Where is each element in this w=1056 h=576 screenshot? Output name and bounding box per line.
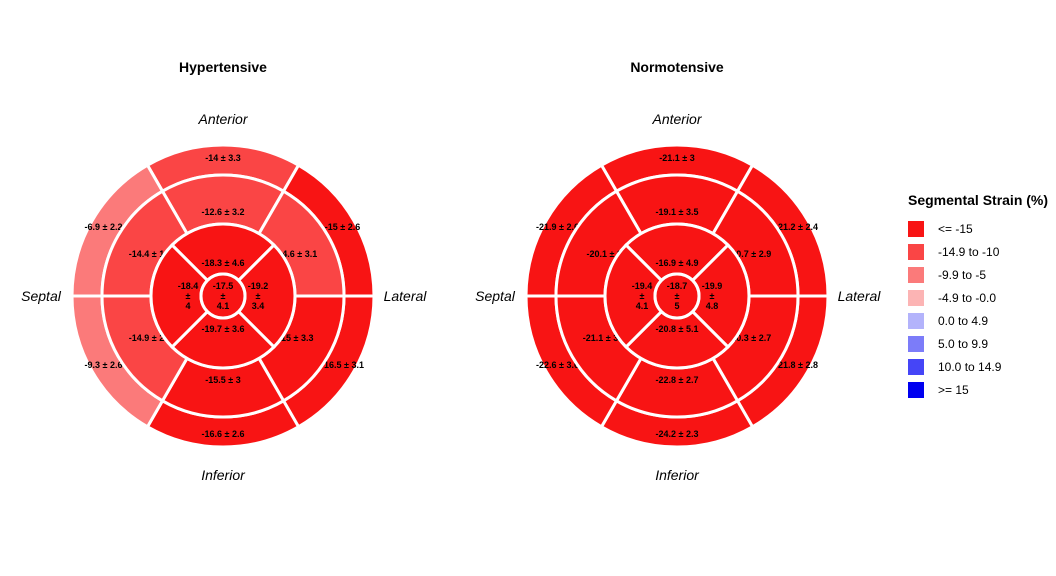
legend-swatch: [908, 243, 924, 260]
legend-label: >= 15: [938, 382, 969, 397]
bullseye-plot: Normotensive Anterior Inferior Septal Latera…: [475, 59, 881, 483]
segment-value-label: -19.9 ±4.8: [702, 281, 723, 311]
segment-value-label: -22.6 ± 3.6: [536, 360, 579, 370]
segment-value-label: -14 ± 3.3: [205, 153, 240, 163]
legend-item: <= -15: [908, 217, 1048, 240]
septal-label: Septal: [475, 288, 516, 304]
segment-value-label: -21.8 ± 2.8: [775, 360, 818, 370]
segment-value-label: -20.1 ± 3: [587, 249, 622, 259]
segment-value-label: -18.4 ±4: [178, 281, 199, 311]
legend-item: 10.0 to 14.9: [908, 355, 1048, 378]
apex-segment: [199, 272, 247, 320]
segment-value-label: -14.4 ± 1.8: [129, 249, 172, 259]
segment-value-label: -15.5 ± 3: [205, 375, 240, 385]
lateral-label: Lateral: [384, 288, 428, 304]
segment-value-label: -21.1 ± 3.1: [583, 333, 626, 343]
segment-value-label: -14.9 ± 2.9: [129, 333, 172, 343]
legend-label: -4.9 to -0.0: [938, 290, 997, 305]
legend-swatch: [908, 335, 924, 352]
segment-value-label: -19.7 ± 3.6: [202, 324, 245, 334]
legend-item: >= 15: [908, 378, 1048, 401]
legend-label: -9.9 to -5: [938, 267, 987, 282]
segment-value-label: -16.5 ± 3.1: [321, 360, 364, 370]
legend-label: <= -15: [938, 221, 973, 236]
legend-label: 5.0 to 9.9: [938, 336, 989, 351]
septal-label: Septal: [21, 288, 62, 304]
segment-value-label: -17.5 ±4.1: [213, 281, 234, 311]
legend-label: 0.0 to 4.9: [938, 313, 989, 328]
segment-value-label: -16.6 ± 2.6: [202, 429, 245, 439]
segment-value-label: -18.7 ±5: [667, 281, 688, 311]
chart-title: Normotensive: [630, 59, 724, 75]
segment-value-label: -6.9 ± 2.2: [85, 222, 123, 232]
segment-value-label: -9.3 ± 2.6: [85, 360, 123, 370]
segment-value-label: -19.4 ±4.1: [632, 281, 653, 311]
chart-title: Hypertensive: [179, 59, 267, 75]
segment-value-label: -12.6 ± 3.2: [202, 207, 245, 217]
legend-item: -14.9 to -10: [908, 240, 1048, 263]
segment-value-label: -21.9 ± 2.6: [536, 222, 579, 232]
legend-swatch: [908, 289, 924, 306]
legend: Segmental Strain (%) <= -15 -14.9 to -10 -…: [908, 192, 1048, 401]
segment-value-label: -20.3 ± 2.7: [728, 333, 771, 343]
anterior-label: Anterior: [197, 111, 248, 127]
segment-value-label: -22.8 ± 2.7: [656, 375, 699, 385]
segment-value-label: -19.2 ±3.4: [248, 281, 269, 311]
legend-label: -14.9 to -10: [938, 244, 1000, 259]
segment-value-label: -15 ± 3.3: [278, 333, 313, 343]
anterior-label: Anterior: [651, 111, 702, 127]
legend-swatch: [908, 266, 924, 283]
segment-value-label: -24.2 ± 2.3: [656, 429, 699, 439]
legend-items: <= -15 -14.9 to -10 -9.9 to -5 -4.9 to -0.0…: [908, 217, 1048, 401]
legend-swatch: [908, 312, 924, 329]
legend-item: 0.0 to 4.9: [908, 309, 1048, 332]
apex-segment: [653, 272, 701, 320]
segment-value-label: -20.8 ± 5.1: [656, 324, 699, 334]
inferior-label: Inferior: [655, 467, 700, 483]
legend-swatch: [908, 220, 924, 237]
segment-value-label: -20.7 ± 2.9: [728, 249, 771, 259]
segment-value-label: -18.3 ± 4.6: [202, 258, 245, 268]
segment-value-label: -15 ± 2.6: [325, 222, 360, 232]
lateral-label: Lateral: [838, 288, 882, 304]
segment-value-label: -19.1 ± 3.5: [656, 207, 699, 217]
legend-item: -9.9 to -5: [908, 263, 1048, 286]
legend-swatch: [908, 358, 924, 375]
segment-value-label: -14.6 ± 3.1: [274, 249, 317, 259]
bullseye-plot: Hypertensive Anterior Inferior Septal Latera…: [21, 59, 427, 483]
legend-item: -4.9 to -0.0: [908, 286, 1048, 309]
legend-item: 5.0 to 9.9: [908, 332, 1048, 355]
legend-title: Segmental Strain (%): [908, 192, 1049, 208]
segment-value-label: -21.2 ± 2.4: [775, 222, 818, 232]
segment-value-label: -16.9 ± 4.9: [656, 258, 699, 268]
legend-swatch: [908, 381, 924, 398]
legend-label: 10.0 to 14.9: [938, 359, 1002, 374]
segment-value-label: -21.1 ± 3: [659, 153, 694, 163]
inferior-label: Inferior: [201, 467, 246, 483]
